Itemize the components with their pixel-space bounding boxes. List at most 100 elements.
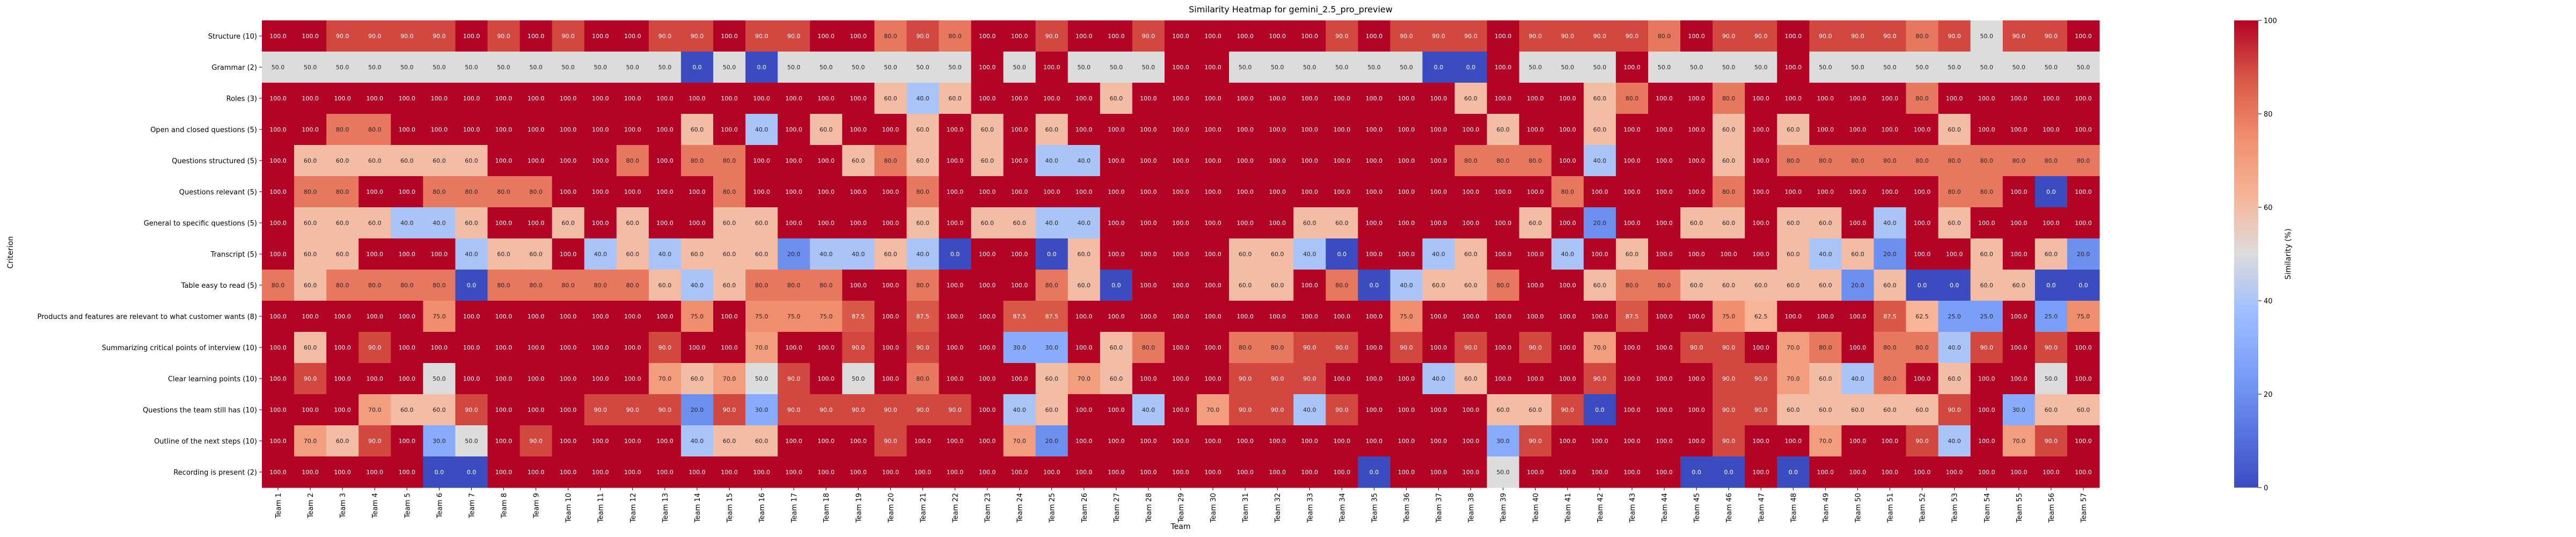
cell-value-label: 50.0: [2045, 64, 2058, 71]
heatmap-cell: [1197, 270, 1230, 301]
heatmap-cell: [778, 301, 810, 332]
heatmap-cell: [1197, 425, 1230, 457]
cell-value-label: 100.0: [560, 251, 577, 258]
heatmap-cell: [810, 114, 843, 146]
heatmap-cell: [1551, 270, 1584, 301]
heatmap-cell: [1390, 270, 1423, 301]
cell-value-label: 100.0: [1849, 95, 1867, 102]
heatmap-cell: [778, 270, 810, 301]
cell-value-label: 100.0: [947, 188, 964, 195]
cell-value-label: 0.0: [2046, 282, 2056, 289]
cell-value-label: 80.0: [1529, 157, 1542, 164]
heatmap-cell: [1422, 394, 1455, 426]
cell-value-label: 90.0: [948, 407, 962, 413]
cell-value-label: 100.0: [1301, 126, 1319, 133]
cell-value-label: 100.0: [1688, 438, 1705, 445]
heatmap-cell: [423, 238, 456, 270]
cell-value-label: 100.0: [1656, 251, 1673, 258]
heatmap-cell: [1938, 207, 1971, 239]
cell-value-label: 40.0: [1561, 251, 1575, 258]
cell-value-label: 100.0: [979, 375, 996, 382]
heatmap-cell: [1519, 332, 1552, 364]
heatmap-cell: [294, 52, 327, 83]
heatmap-cell: [1970, 238, 2003, 270]
cell-value-label: 100.0: [1656, 438, 1673, 445]
cell-value-label: 60.0: [1948, 220, 1961, 227]
heatmap-cell: [1519, 52, 1552, 83]
cell-value-label: 100.0: [463, 126, 480, 133]
cell-value-label: 100.0: [1688, 407, 1705, 413]
heatmap-cell: [1874, 456, 1907, 488]
cell-value-label: 60.0: [948, 95, 962, 102]
cell-value-label: 100.0: [947, 344, 964, 351]
cell-value-label: 100.0: [1236, 95, 1254, 102]
cell-value-label: 60.0: [884, 95, 897, 102]
heatmap-cell: [1648, 270, 1681, 301]
heatmap-cell: [680, 425, 714, 457]
y-tick-label: Questions relevant (5): [179, 188, 257, 197]
heatmap-cell: [1970, 145, 2003, 177]
cell-value-label: 100.0: [1817, 126, 1834, 133]
heatmap-cell: [1003, 20, 1036, 52]
heatmap-cell: [713, 176, 746, 208]
cell-value-label: 100.0: [817, 220, 835, 227]
cell-value-label: 100.0: [882, 344, 899, 351]
cell-value-label: 100.0: [1334, 157, 1351, 164]
heatmap-cell: [262, 332, 295, 364]
heatmap-cell: [1615, 238, 1649, 270]
cell-value-label: 80.0: [1851, 157, 1864, 164]
cell-value-label: 60.0: [1915, 407, 1929, 413]
heatmap-cell: [1906, 83, 1939, 114]
heatmap-cell: [1648, 207, 1681, 239]
cell-value-label: 100.0: [1978, 220, 1995, 227]
cell-value-label: 100.0: [624, 313, 641, 320]
cell-value-label: 100.0: [1011, 251, 1028, 258]
heatmap-cell: [584, 363, 617, 395]
cell-value-label: 100.0: [1946, 469, 1963, 476]
x-tick-label: Team 18: [823, 493, 831, 523]
cell-value-label: 100.0: [2010, 469, 2028, 476]
y-tick-label: Structure (10): [208, 33, 257, 41]
heatmap-cell: [1713, 83, 1745, 114]
cell-value-label: 100.0: [495, 126, 513, 133]
cell-value-label: 50.0: [723, 64, 736, 71]
x-tick-label: Team 5: [404, 493, 412, 519]
heatmap-cell: [584, 176, 617, 208]
heatmap-cell: [1390, 83, 1423, 114]
heatmap-cell: [519, 332, 553, 364]
cell-value-label: 70.0: [1078, 375, 1091, 382]
heatmap-cell: [1841, 52, 1875, 83]
cell-value-label: 60.0: [304, 344, 317, 351]
heatmap-cell: [1551, 83, 1584, 114]
cell-value-label: 80.0: [1239, 344, 1252, 351]
cell-value-label: 100.0: [1043, 188, 1060, 195]
cell-value-label: 100.0: [1430, 469, 1447, 476]
x-tick-label: Team 37: [1436, 493, 1444, 523]
cell-value-label: 0.0: [467, 282, 477, 289]
heatmap-cell: [326, 425, 359, 457]
cell-value-label: 60.0: [1883, 282, 1897, 289]
cell-value-label: 100.0: [1172, 375, 1189, 382]
heatmap-cell: [1261, 238, 1294, 270]
heatmap-cell: [778, 332, 810, 364]
heatmap-cell: [778, 52, 810, 83]
cell-value-label: 100.0: [495, 313, 513, 320]
cell-value-label: 100.0: [1108, 33, 1125, 40]
heatmap-cell: [519, 394, 553, 426]
heatmap-cell: [1745, 425, 1777, 457]
heatmap-cell: [391, 114, 423, 146]
cell-value-label: 100.0: [753, 157, 770, 164]
cell-value-label: 100.0: [1462, 438, 1480, 445]
x-tick-label: Team 20: [887, 493, 895, 523]
cell-value-label: 100.0: [1398, 188, 1415, 195]
cell-value-label: 100.0: [689, 95, 706, 102]
heatmap-cell: [1615, 425, 1649, 457]
cell-value-label: 80.0: [368, 126, 382, 133]
cell-value-label: 100.0: [399, 313, 416, 320]
heatmap-cell: [1100, 270, 1133, 301]
heatmap-cell: [1841, 394, 1875, 426]
heatmap-cell: [1003, 425, 1036, 457]
cell-value-label: 100.0: [656, 157, 674, 164]
cell-value-label: 100.0: [495, 220, 513, 227]
heatmap-cell: [1100, 456, 1133, 488]
